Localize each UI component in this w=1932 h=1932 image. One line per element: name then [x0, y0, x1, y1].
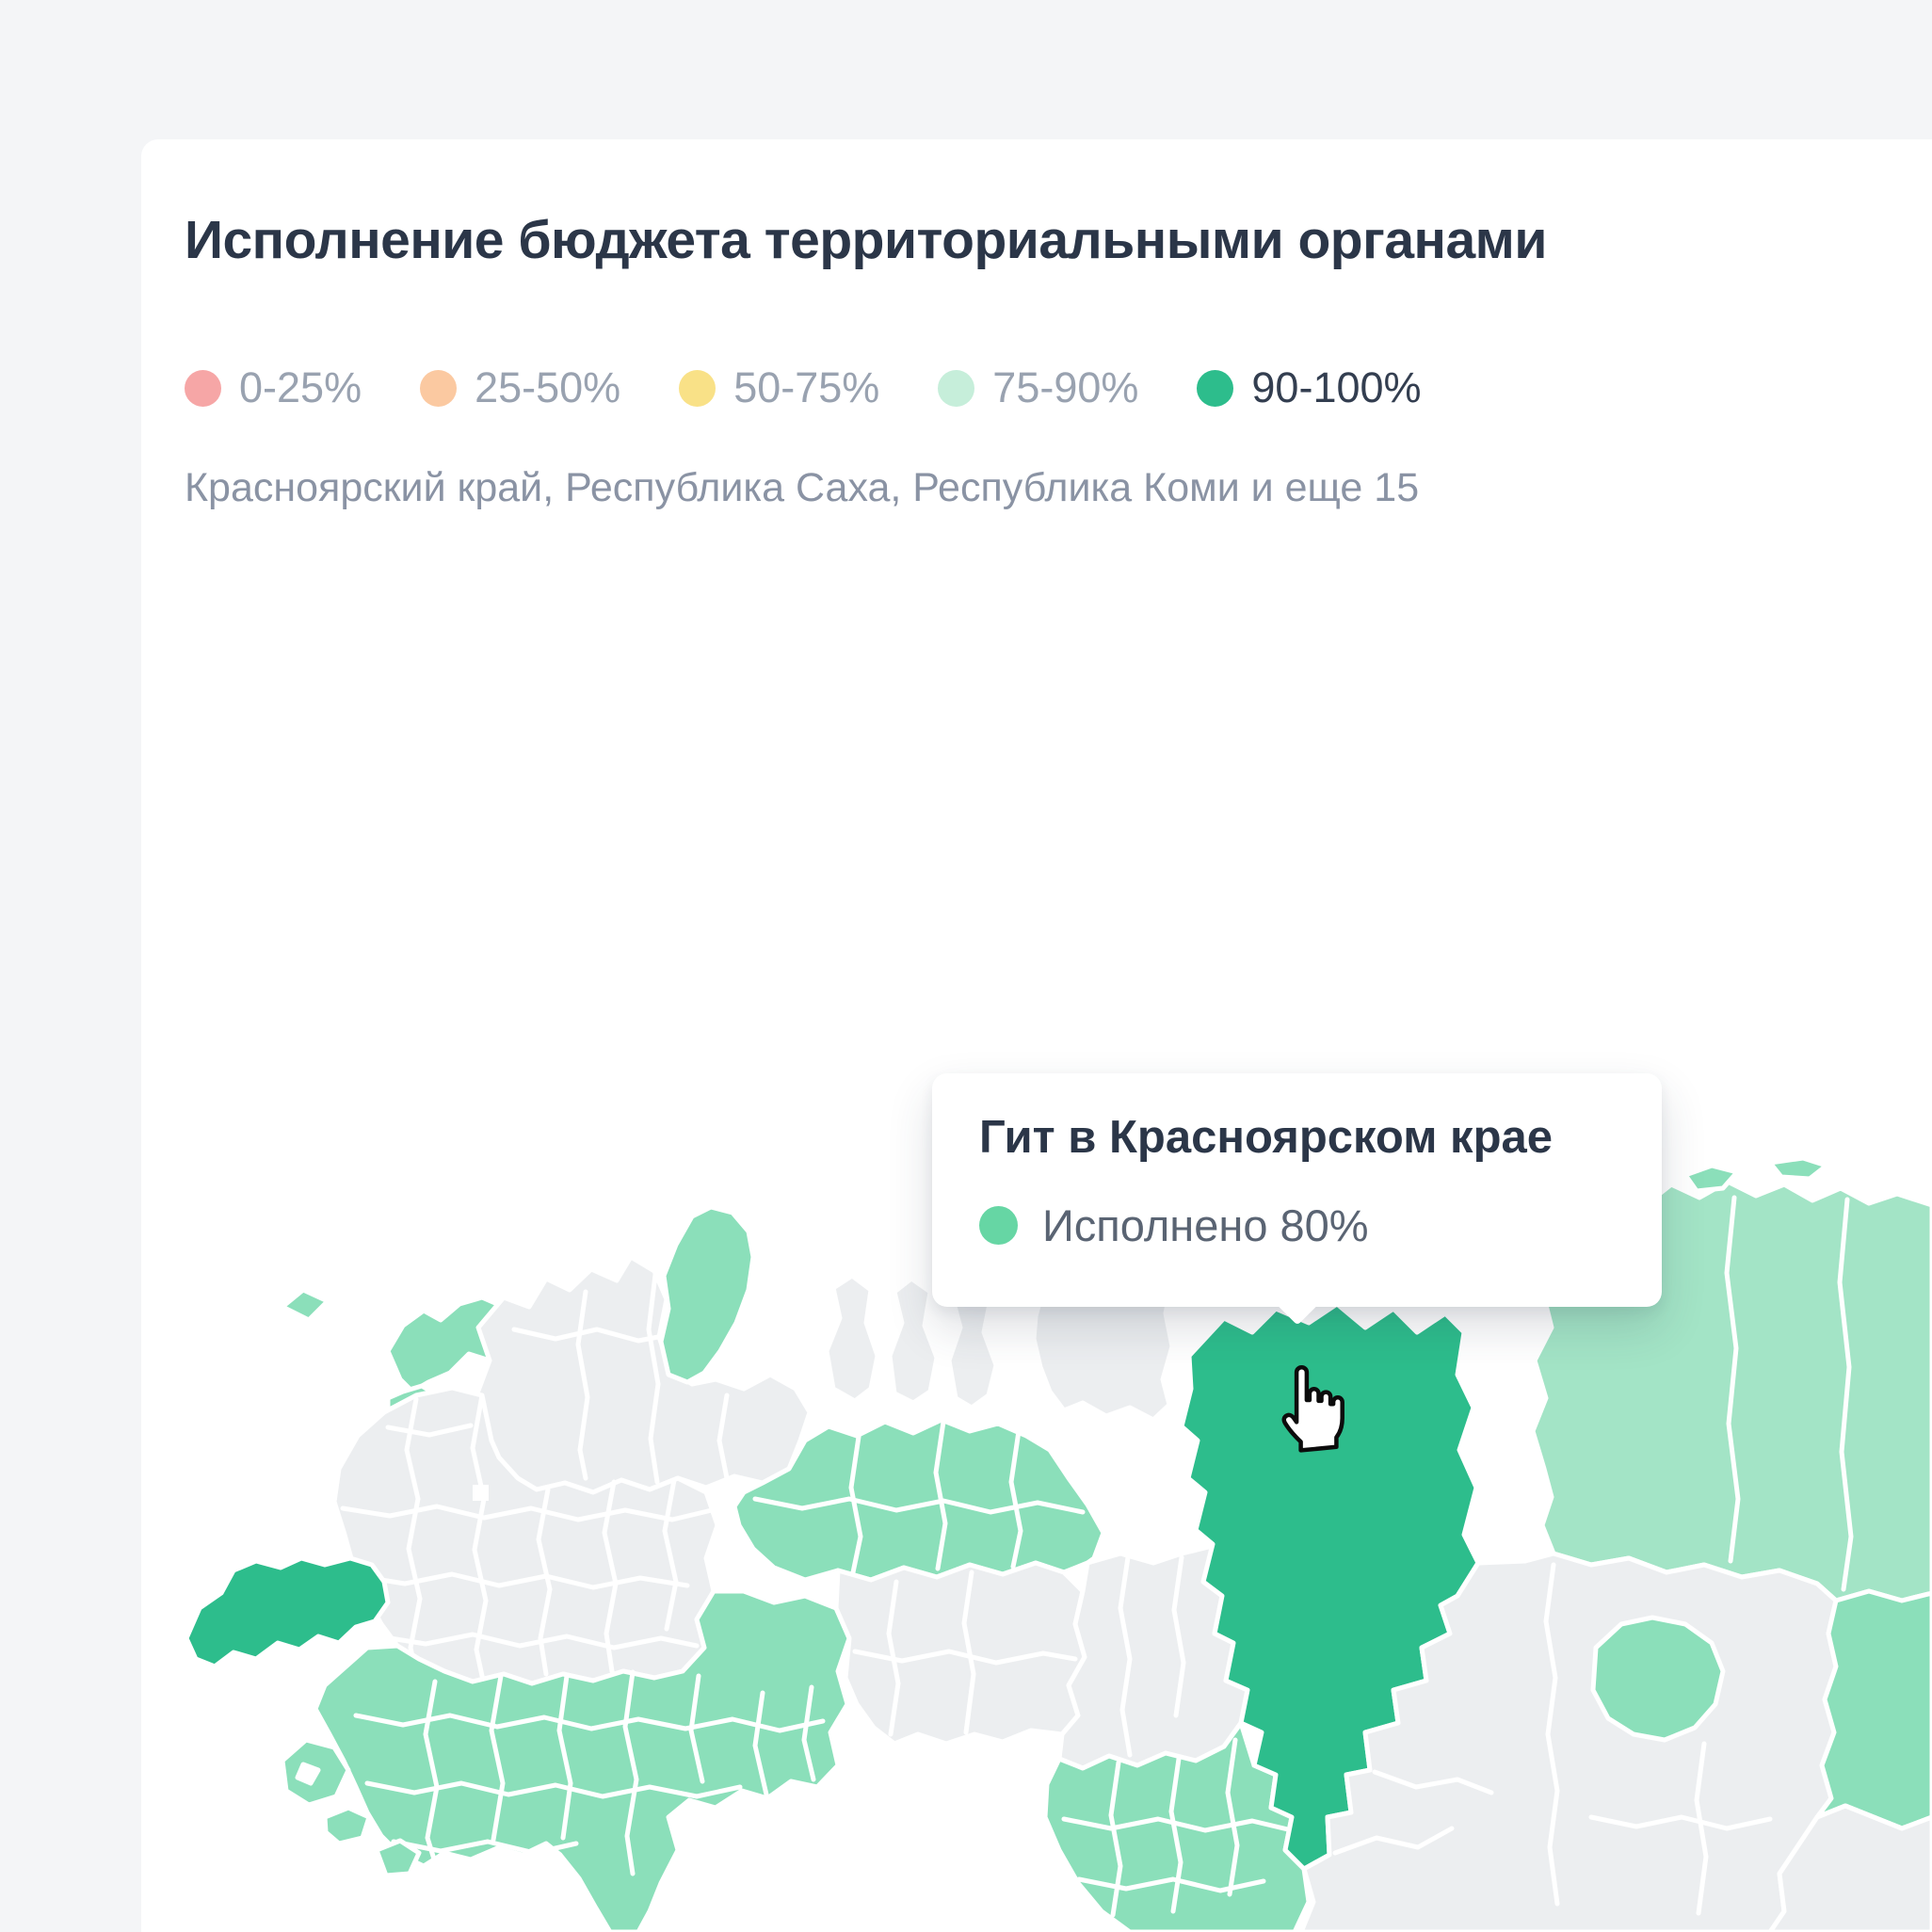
hand-cursor-icon — [1277, 1363, 1346, 1458]
legend-label: 75-90% — [992, 363, 1139, 411]
legend-dot-yellow — [679, 369, 716, 407]
legend-item-0-25[interactable]: 0-25% — [185, 363, 362, 412]
legend-dot-red — [185, 369, 221, 407]
map-region[interactable] — [313, 1588, 852, 1932]
region-inner-borders — [340, 1393, 715, 1679]
legend-dot-green — [1197, 369, 1234, 407]
legend-label: 25-50% — [475, 363, 621, 411]
map-tooltip: Гит в Красноярском крае Исполнено 80% — [932, 1073, 1662, 1326]
map-region[interactable] — [473, 1254, 813, 1495]
legend-item-25-50[interactable]: 25-50% — [420, 363, 620, 412]
map-legend: 0-25% 25-50% 50-75% 75-90% 90-100% — [185, 363, 1422, 412]
map-region[interactable] — [1590, 1615, 1726, 1743]
legend-label: 90-100% — [1251, 363, 1422, 411]
map-region[interactable] — [658, 1204, 756, 1385]
region-inner-borders — [1118, 1554, 1186, 1758]
region-inner-borders — [511, 1272, 730, 1485]
map-region[interactable] — [824, 1273, 880, 1404]
map-region[interactable] — [374, 1838, 422, 1878]
map-city-hole — [473, 1485, 489, 1501]
legend-item-75-90[interactable]: 75-90% — [938, 363, 1138, 412]
legend-item-50-75[interactable]: 50-75% — [679, 363, 879, 412]
legend-label: 50-75% — [733, 363, 880, 411]
region-inner-borders — [852, 1570, 1078, 1737]
tooltip-title: Гит в Красноярском крае — [979, 1112, 1554, 1163]
budget-execution-card: Исполнение бюджета территориальными орга… — [141, 139, 1932, 1932]
selected-regions-subtitle: Красноярский край, Республика Саха, Респ… — [185, 465, 1420, 510]
tooltip-value-row: Исполнено 80% — [979, 1199, 1615, 1251]
map-region[interactable] — [280, 1287, 330, 1323]
map-region[interactable] — [1767, 1158, 1829, 1182]
legend-label: 0-25% — [239, 363, 362, 411]
region-inner-borders — [353, 1669, 826, 1876]
legend-dot-orange — [420, 369, 458, 407]
map-region-highlighted-west[interactable] — [184, 1555, 391, 1669]
legend-dot-light-green — [938, 369, 975, 407]
page-title: Исполнение бюджета территориальными орга… — [185, 210, 1547, 270]
map-region[interactable] — [280, 1737, 351, 1808]
map-region[interactable] — [1682, 1163, 1740, 1194]
region-inner-borders — [1061, 1737, 1295, 1918]
legend-item-90-100[interactable]: 90-100% — [1197, 363, 1422, 412]
region-inner-borders — [1724, 1195, 1854, 1592]
map-region[interactable] — [887, 1276, 940, 1406]
map-region[interactable] — [732, 1417, 1106, 1583]
map-region[interactable] — [1814, 1588, 1932, 1831]
tooltip-value: Исполнено 80% — [1042, 1200, 1369, 1250]
map-region[interactable] — [322, 1805, 372, 1846]
tooltip-dot-icon — [979, 1206, 1018, 1245]
region-inner-borders — [1332, 1562, 1773, 1916]
map-region[interactable] — [1767, 1803, 1932, 1932]
region-inner-borders — [752, 1419, 1086, 1575]
